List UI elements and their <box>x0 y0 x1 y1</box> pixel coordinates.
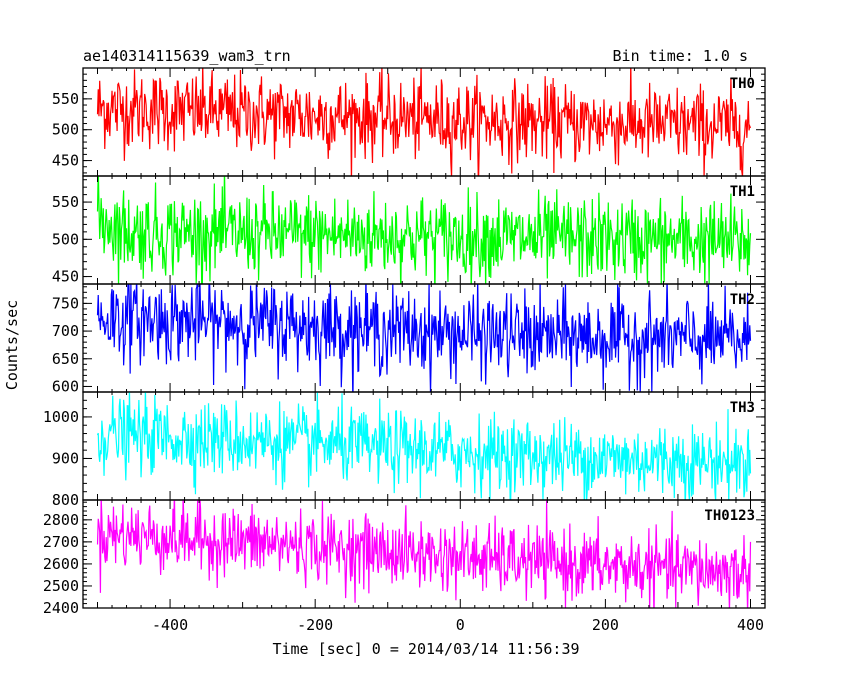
y-tick-label: 750 <box>52 294 79 312</box>
panel-th2: 600 650 700 750 TH2 <box>52 283 766 395</box>
series-line-th0 <box>96 68 752 176</box>
y-tick-label: 800 <box>52 491 79 509</box>
y-tick-label: 600 <box>52 377 79 395</box>
x-tick-label: 200 <box>592 616 619 634</box>
y-tick-label: 2600 <box>43 555 79 573</box>
y-tick-label: 2700 <box>43 533 79 551</box>
panel-th0123: 2400 2500 2600 2700 2800 TH0123 <box>43 499 766 617</box>
series-line-th3 <box>96 392 752 500</box>
chart-title: ae140314115639_wam3_trn <box>83 47 291 65</box>
y-tick-label: 2400 <box>43 599 79 617</box>
panel-th1: 450 500 550 TH1 <box>52 175 766 286</box>
series-line-th1 <box>96 176 752 284</box>
panels-group: 450 500 550 TH0 450 500 550 TH1 600 650 700 750 TH2 8… <box>43 67 766 617</box>
y-tick-label: 500 <box>52 121 79 139</box>
panel-th3: 800 900 1000 TH3 <box>43 391 766 509</box>
y-tick-label: 550 <box>52 193 79 211</box>
x-tick-label: -400 <box>152 616 188 634</box>
y-tick-label: 2800 <box>43 511 79 529</box>
y-tick-label: 500 <box>52 230 79 248</box>
y-tick-label: 700 <box>52 322 79 340</box>
panel-label-th1: TH1 <box>730 184 755 200</box>
x-tick-label: 0 <box>456 616 465 634</box>
series-line-th2 <box>96 284 752 392</box>
panel-label-th0: TH0 <box>730 76 755 92</box>
y-axis-label: Counts/sec <box>3 300 21 390</box>
panel-th0: 450 500 550 TH0 <box>52 67 766 177</box>
x-tick-labels: -400 -200 0 200 400 <box>152 616 764 634</box>
x-axis-label: Time [sec] 0 = 2014/03/14 11:56:39 <box>272 640 579 658</box>
panel-label-th0123: TH0123 <box>704 508 755 524</box>
panel-label-th2: TH2 <box>730 292 755 308</box>
y-tick-label: 650 <box>52 350 79 368</box>
y-tick-label: 900 <box>52 449 79 467</box>
y-tick-label: 450 <box>52 268 79 286</box>
x-tick-label: -200 <box>297 616 333 634</box>
y-tick-label: 450 <box>52 152 79 170</box>
panel-label-th3: TH3 <box>730 400 755 416</box>
y-tick-label: 1000 <box>43 408 79 426</box>
y-tick-label: 2500 <box>43 577 79 595</box>
series-line-th0123 <box>96 500 752 608</box>
panel-frame <box>82 499 766 609</box>
bin-time-label: Bin time: 1.0 s <box>613 47 748 65</box>
y-tick-label: 550 <box>52 90 79 108</box>
x-tick-label: 400 <box>737 616 764 634</box>
